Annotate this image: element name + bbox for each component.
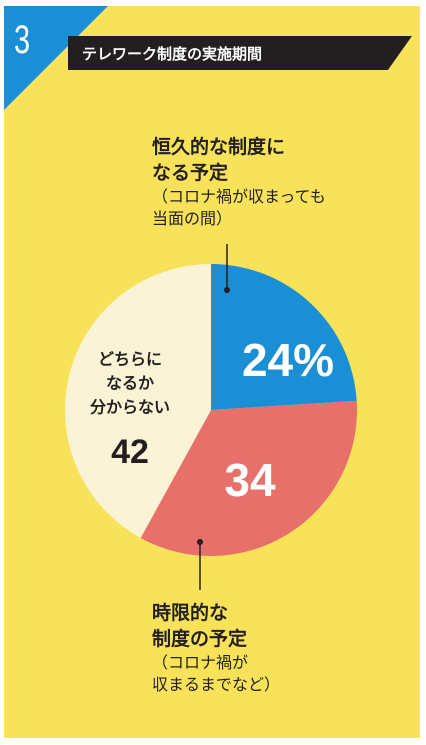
panel-number: 3 xyxy=(14,18,31,62)
callout-dot-bottom xyxy=(197,539,203,545)
callout-temporary-line-1: 時限的な xyxy=(152,602,229,624)
chart-title: テレワーク制度の実施期間 xyxy=(82,45,263,63)
callout-permanent-note-1: （コロナ禍が収まっても xyxy=(152,187,326,206)
callout-temporary: 時限的な 制度の予定 （コロナ禍が 収まるまでなど） xyxy=(152,600,280,696)
callout-temporary-note-1: （コロナ禍が xyxy=(152,653,249,672)
pie-slice-temporary xyxy=(140,400,357,556)
pie-slice-label-temporary: 34 xyxy=(224,454,276,506)
inner-label-line-3: 分からない xyxy=(90,398,170,417)
pie-slice-label-undecided: 42 xyxy=(111,433,149,471)
pie-slice-undecided xyxy=(64,264,211,538)
pie-slice-label-permanent: 24% xyxy=(242,334,334,386)
inner-label-line-2: なるか xyxy=(106,374,154,393)
callout-permanent-line-1: 恒久的な制度に xyxy=(152,136,286,158)
title-bar: テレワーク制度の実施期間 xyxy=(68,36,412,70)
infographic-panel: 3 テレワーク制度の実施期間 24% 34 42 どちらになるか分からない 恒久的な… xyxy=(4,6,420,738)
callout-permanent: 恒久的な制度に なる予定 （コロナ禍が収まっても 当面の間） xyxy=(152,134,326,230)
callout-permanent-line-2: なる予定 xyxy=(152,162,229,184)
callout-temporary-line-2: 制度の予定 xyxy=(152,628,248,650)
callout-permanent-note-2: 当面の間） xyxy=(152,209,233,228)
pie-slice-permanent xyxy=(211,264,357,410)
callout-temporary-note-2: 収まるまでなど） xyxy=(152,675,281,694)
inner-label-line-1: どちらに xyxy=(98,350,162,369)
callout-dot-top xyxy=(224,287,230,293)
